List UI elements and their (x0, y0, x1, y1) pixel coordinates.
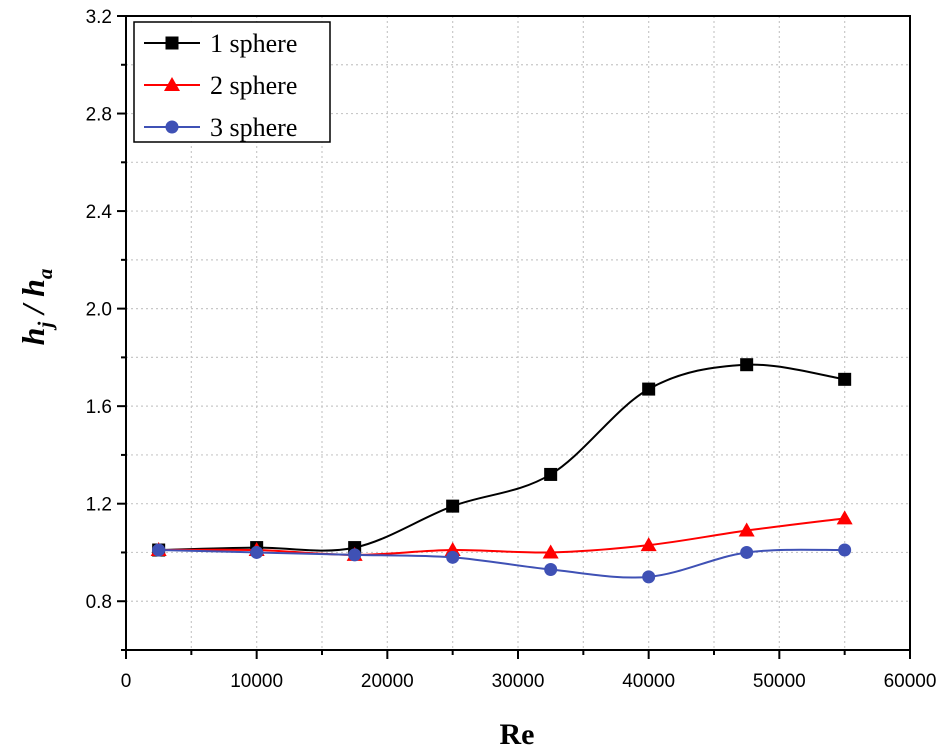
x-tick-label: 60000 (884, 671, 937, 692)
y-tick-label: 1.2 (86, 495, 112, 516)
y-tick-label: 3.2 (86, 7, 112, 28)
legend-marker (165, 36, 179, 50)
y-axis-title-slash: / (15, 297, 51, 322)
legend-label: 3 sphere (210, 113, 297, 142)
y-tick-label: 2.0 (86, 300, 112, 321)
x-tick-label: 0 (121, 671, 132, 692)
series-3 (152, 543, 852, 584)
data-point (250, 545, 264, 559)
series-line (158, 548, 845, 579)
y-axis-title-sub2: a (33, 269, 57, 280)
data-point (838, 543, 852, 557)
series-line (158, 363, 845, 552)
x-tick-label: 30000 (492, 671, 545, 692)
y-axis-title-sub1: j (33, 322, 57, 331)
data-point (642, 570, 656, 584)
x-tick-label: 10000 (230, 671, 283, 692)
data-point (838, 372, 852, 386)
axes (117, 15, 911, 659)
data-point (738, 522, 755, 537)
x-axis-title: Re (500, 718, 535, 751)
legend-marker (165, 120, 179, 134)
tick-labels: 0 10000 20000 30000 40000 50000 60000 0.8 1.2 1.6… (86, 7, 937, 692)
legend: 1 sphere 2 sphere 3 sphere (133, 21, 331, 143)
data-point (542, 544, 559, 559)
grid (126, 16, 910, 650)
data-point (642, 382, 656, 396)
y-tick-label: 1.6 (86, 397, 112, 418)
data-point (348, 548, 362, 562)
y-axis-title-h1: h (15, 328, 51, 346)
x-tick-label: 20000 (361, 671, 414, 692)
x-tick-label: 50000 (753, 671, 806, 692)
x-tick-label: 40000 (622, 671, 675, 692)
data-point (446, 499, 460, 513)
data-point (152, 543, 166, 557)
data-point (544, 563, 558, 577)
legend-label: 1 sphere (210, 29, 297, 58)
y-tick-label: 2.8 (86, 105, 112, 126)
y-axis-title: hj / ha (15, 269, 57, 346)
y-axis-title-h2: h (15, 279, 51, 297)
legend-marker (164, 77, 180, 91)
series-layer (150, 358, 853, 584)
data-point (446, 550, 460, 564)
data-point (740, 545, 754, 559)
data-point (836, 510, 853, 525)
legend-label: 2 sphere (210, 71, 297, 100)
data-point (640, 537, 657, 552)
y-tick-label: 2.4 (86, 202, 113, 223)
series-line (158, 517, 845, 556)
y-tick-label: 0.8 (86, 592, 112, 613)
data-point (740, 358, 754, 372)
data-point (544, 467, 558, 481)
